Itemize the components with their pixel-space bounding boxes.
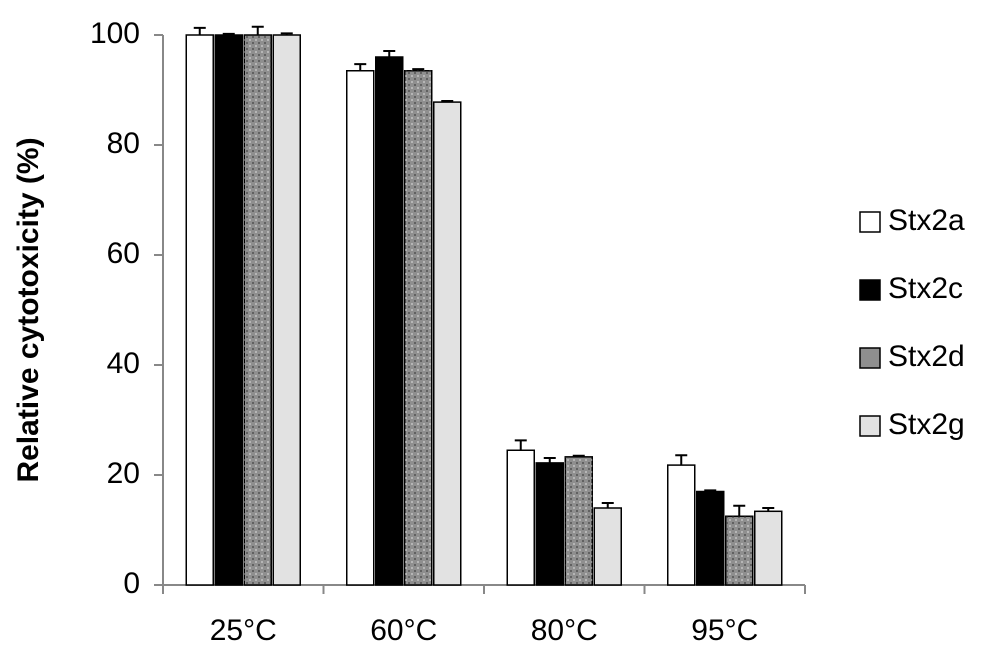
error-bar <box>251 25 264 35</box>
bar <box>185 34 214 586</box>
error-bar <box>514 439 527 451</box>
bar-texture <box>725 516 753 585</box>
y-tick-label: 100 <box>90 17 140 50</box>
bar <box>667 464 696 586</box>
error-bar <box>762 507 775 512</box>
x-tick-label: 95°C <box>691 614 758 647</box>
y-tick-label: 0 <box>123 567 140 600</box>
y-tick-label: 40 <box>107 347 140 380</box>
y-tick-label: 60 <box>107 237 140 270</box>
error-bar <box>412 68 425 71</box>
error-bar <box>222 32 235 35</box>
legend-swatch <box>859 211 881 233</box>
legend-label: Stx2a <box>888 204 965 237</box>
x-tick-label: 60°C <box>370 614 437 647</box>
error-bar <box>354 63 367 71</box>
bar-texture <box>404 70 432 585</box>
error-bar <box>733 504 746 517</box>
x-tick-label: 25°C <box>210 614 277 647</box>
bar <box>272 34 301 586</box>
bar <box>214 34 243 586</box>
legend-swatch <box>859 347 881 369</box>
error-bar <box>572 454 585 457</box>
error-bar <box>280 32 293 35</box>
y-tick-label: 80 <box>107 127 140 160</box>
legend-swatch <box>859 415 881 437</box>
error-bar <box>704 489 717 492</box>
bar <box>593 507 622 586</box>
bar <box>375 56 404 586</box>
error-bar <box>601 502 614 508</box>
error-bar <box>383 49 396 57</box>
legend-label: Stx2c <box>888 272 963 305</box>
bar <box>346 70 375 586</box>
bar <box>506 449 535 586</box>
bar <box>433 101 462 586</box>
error-bar <box>193 26 206 35</box>
legend-label: Stx2g <box>888 408 965 441</box>
error-bar <box>543 456 556 463</box>
bar <box>535 462 564 586</box>
y-tick-label: 20 <box>107 457 140 490</box>
x-tick-label: 80°C <box>531 614 598 647</box>
legend-swatch <box>859 279 881 301</box>
error-bar <box>441 100 454 103</box>
bar <box>754 510 783 586</box>
bar-texture <box>244 35 272 585</box>
error-bar <box>675 454 688 466</box>
bar-texture <box>565 456 593 585</box>
y-axis-label: Relative cytotoxicity (%) <box>12 137 45 482</box>
bar <box>696 490 725 586</box>
legend-label: Stx2d <box>888 340 965 373</box>
